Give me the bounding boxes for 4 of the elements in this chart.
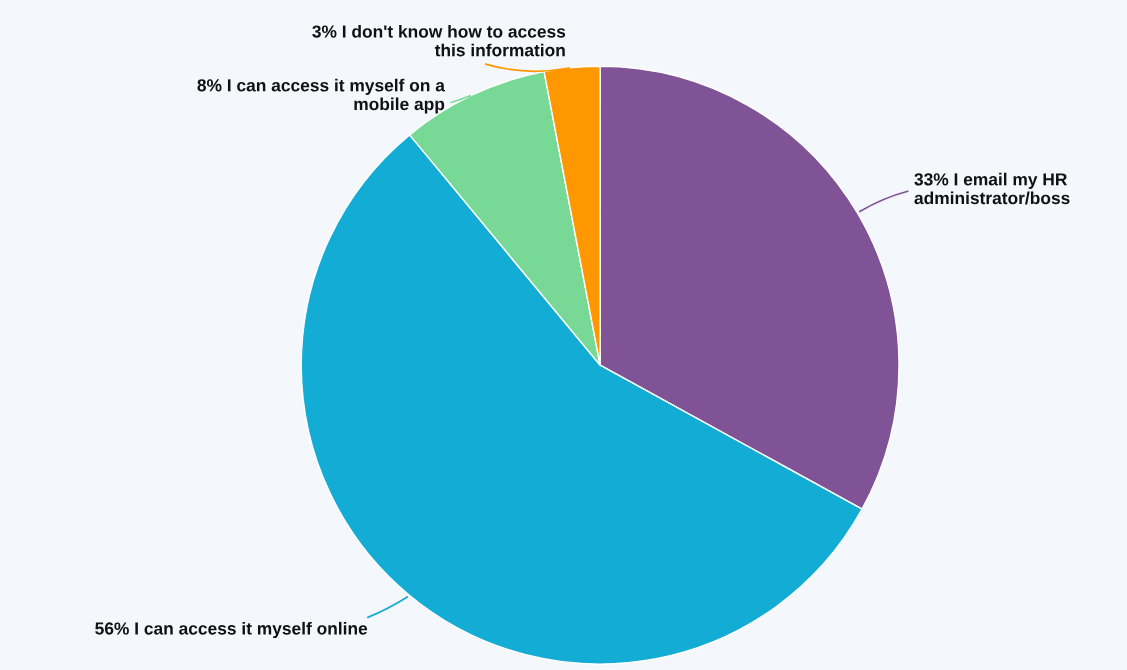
slice-label: 8% I can access it myself on a mobile app [197, 78, 446, 114]
slice-label: 3% I don't know how to access this information [312, 24, 566, 57]
slice-label: 56% I can access it myself online [95, 621, 368, 639]
slice-label: 33% I email my HR administrator/boss [914, 172, 1070, 205]
